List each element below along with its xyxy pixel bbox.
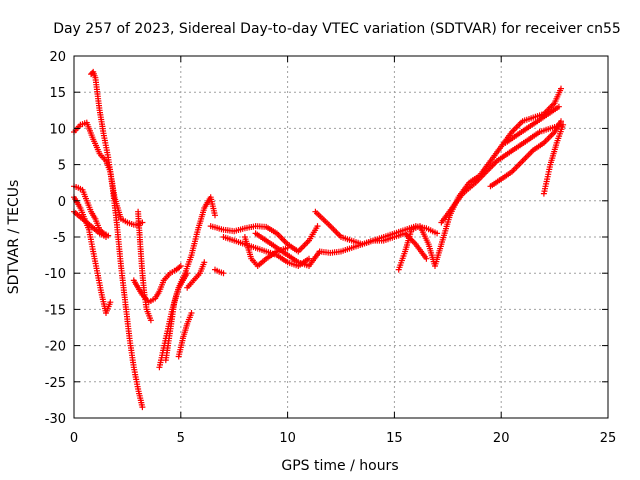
series-arc-5 — [88, 68, 146, 411]
axis-ticks: 0 5 10 15 20 25 -30 -25 -20 -15 -10 -5 0 5 10 15 20 — [45, 50, 617, 446]
y-tick-label: -10 — [45, 267, 66, 282]
series-arc-12 — [212, 266, 227, 277]
series-arc-7 — [130, 263, 184, 306]
data-point — [558, 85, 564, 92]
data-point — [314, 223, 321, 230]
data-point — [434, 230, 441, 237]
data-point — [184, 270, 191, 277]
y-tick-label: 10 — [49, 122, 66, 137]
data-point — [147, 317, 154, 324]
series-arc-11 — [184, 259, 208, 291]
data-point — [188, 310, 195, 316]
y-tick-label: 0 — [58, 195, 66, 210]
data-point — [220, 270, 227, 277]
data-point — [423, 255, 430, 262]
series-arc-23 — [540, 121, 567, 197]
data-point — [103, 234, 109, 240]
y-tick-label: -25 — [45, 376, 66, 391]
series-arc-14 — [220, 234, 312, 269]
series-arc-19 — [395, 85, 564, 273]
x-tick-label: 25 — [600, 431, 617, 446]
series-arc-13 — [207, 223, 321, 255]
data-point — [201, 259, 208, 266]
series-arc-18 — [316, 230, 430, 262]
data-point — [306, 255, 312, 262]
data-point — [555, 103, 562, 110]
x-tick-label: 20 — [493, 431, 510, 446]
chart-title: Day 257 of 2023, Sidereal Day-to-day VTE… — [53, 21, 621, 37]
data-point — [107, 299, 114, 306]
series-arc-22 — [502, 103, 562, 146]
x-tick-label: 15 — [386, 431, 403, 446]
data-point — [139, 219, 146, 226]
series-arc-6 — [135, 208, 154, 324]
data-point — [177, 263, 184, 269]
y-tick-label: -15 — [45, 303, 66, 318]
y-tick-label: 15 — [49, 86, 66, 101]
data-point — [558, 118, 564, 125]
x-axis-label: GPS time / hours — [281, 458, 398, 474]
x-tick-label: 5 — [177, 431, 185, 446]
x-tick-label: 0 — [70, 431, 78, 446]
y-tick-label: -5 — [53, 231, 66, 246]
y-tick-label: -30 — [45, 412, 66, 427]
series-arc-10 — [175, 310, 195, 360]
data-point — [139, 404, 146, 411]
data-series — [71, 68, 567, 411]
y-tick-label: 5 — [58, 159, 66, 174]
data-point — [212, 212, 218, 219]
data-point — [560, 121, 567, 128]
series-arc-21 — [487, 118, 564, 190]
y-axis-label: SDTVAR / TECUs — [6, 180, 22, 295]
series-arc-16 — [252, 230, 323, 269]
data-point — [284, 244, 291, 251]
y-tick-label: 20 — [49, 50, 66, 65]
series-arc-9 — [162, 270, 191, 364]
y-tick-label: -20 — [45, 340, 66, 355]
x-tick-label: 10 — [279, 431, 296, 446]
